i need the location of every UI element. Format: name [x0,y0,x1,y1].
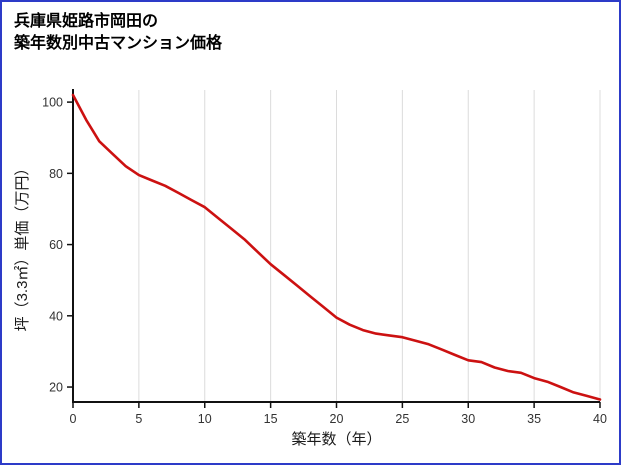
y-tick-label: 100 [42,96,63,110]
x-tick-label: 30 [461,412,475,426]
x-tick-label: 15 [264,412,278,426]
chart-title: 兵庫県姫路市岡田の 築年数別中古マンション価格 [14,11,222,55]
x-tick-label: 0 [70,412,77,426]
chart-title-line1: 兵庫県姫路市岡田の [14,13,159,30]
price-line [71,93,602,401]
x-tick-label: 20 [330,412,344,426]
y-tick-label: 40 [49,309,63,323]
x-tick-label: 35 [527,412,541,426]
chart-title-line2: 築年数別中古マンション価格 [14,35,223,52]
x-tick-label: 40 [593,412,607,426]
y-tick-label: 60 [49,238,63,252]
y-tick-label: 80 [49,167,63,181]
x-tick-label: 10 [198,412,212,426]
y-tick-label: 20 [49,381,63,395]
x-tick-label: 25 [395,412,409,426]
y-axis-label: 坪（3.3㎡）単価（万円） [14,161,31,332]
x-axis-label: 築年数（年） [291,430,381,448]
x-tick-label: 5 [135,412,142,426]
